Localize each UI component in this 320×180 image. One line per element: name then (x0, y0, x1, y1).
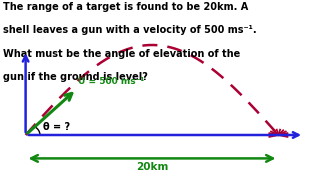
Text: What must be the angle of elevation of the: What must be the angle of elevation of t… (3, 49, 240, 59)
Text: 20km: 20km (136, 162, 168, 172)
Text: The range of a target is found to be 20km. A: The range of a target is found to be 20k… (3, 2, 248, 12)
Text: U = 500 ms⁻¹: U = 500 ms⁻¹ (78, 77, 144, 86)
Text: shell leaves a gun with a velocity of 500 ms⁻¹.: shell leaves a gun with a velocity of 50… (3, 25, 257, 35)
Text: gun if the ground is level?: gun if the ground is level? (3, 72, 148, 82)
Text: θ = ?: θ = ? (43, 122, 70, 132)
